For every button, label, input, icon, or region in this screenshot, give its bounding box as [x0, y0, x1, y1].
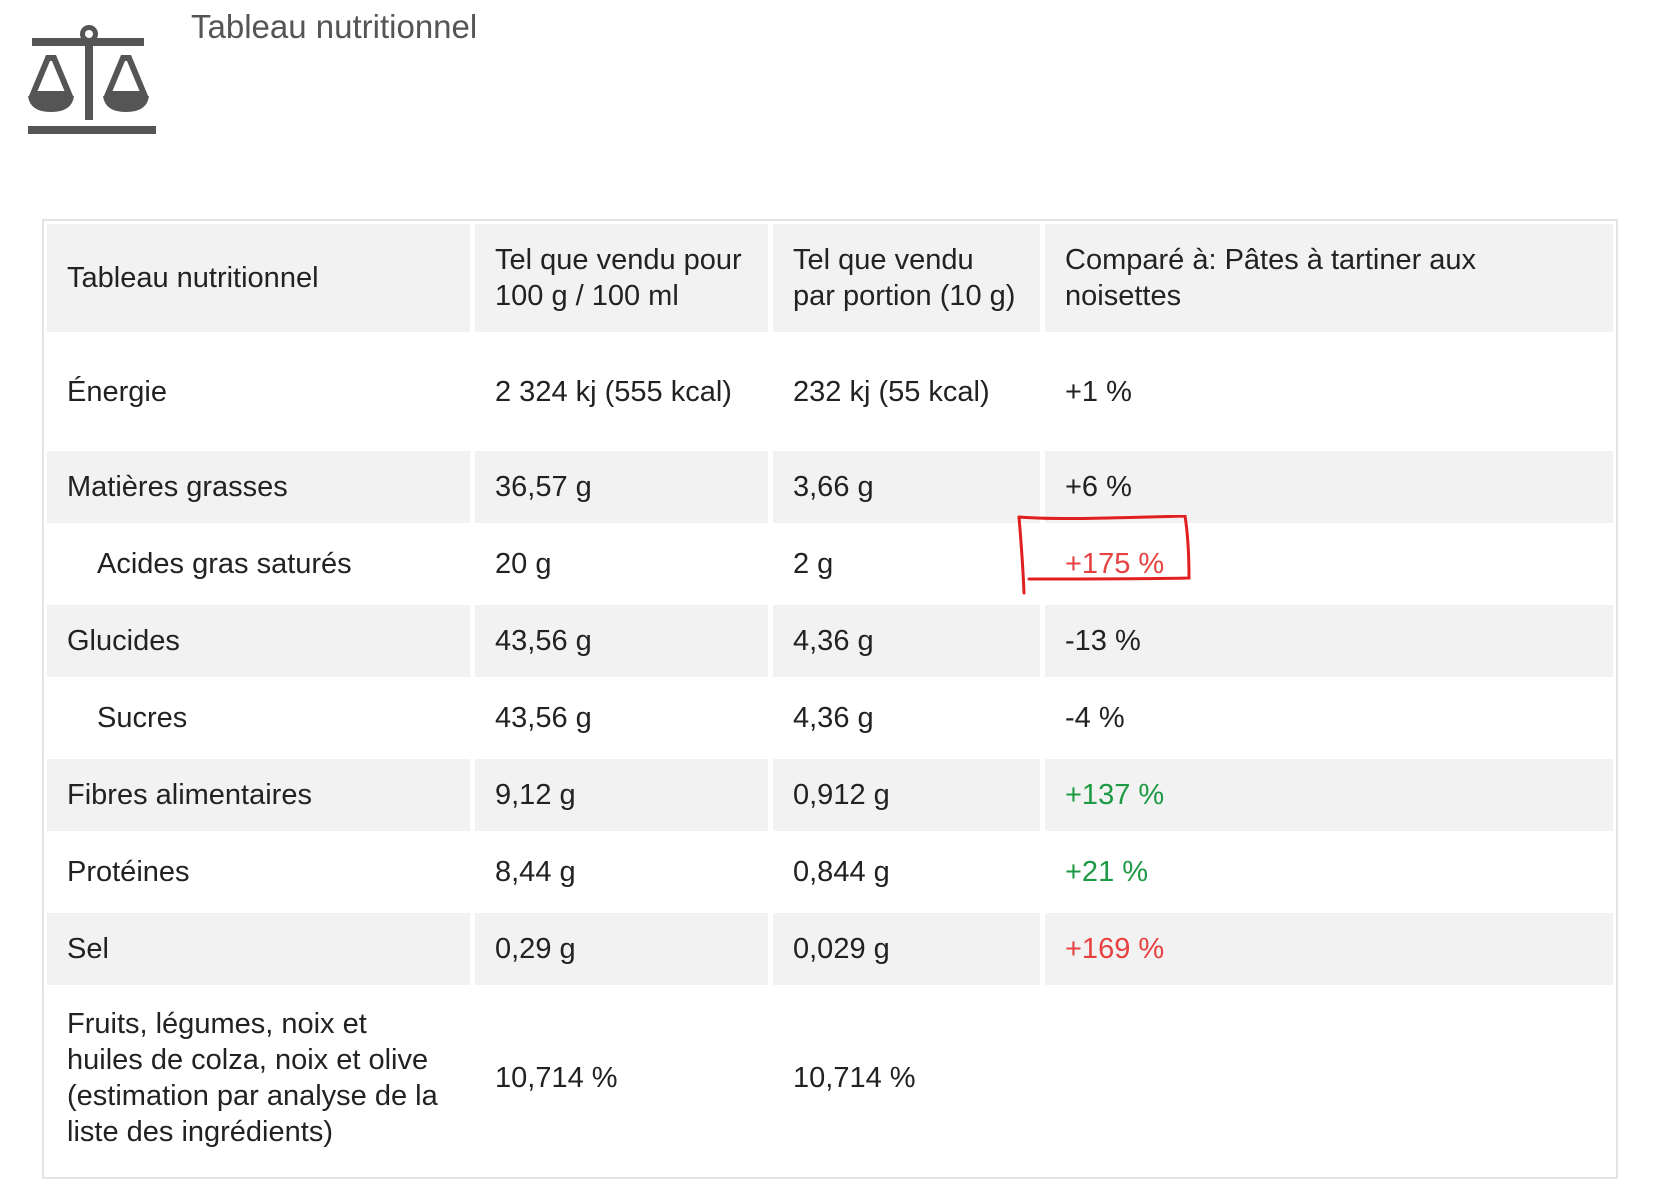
nutrient-name: Glucides — [47, 605, 470, 677]
per-100g-value: 8,44 g — [475, 836, 768, 908]
nutrient-name: Protéines — [47, 836, 470, 908]
comparison-value: +21 % — [1045, 836, 1613, 908]
per-portion-value: 0,029 g — [773, 913, 1040, 985]
per-portion-value: 2 g — [773, 528, 1040, 600]
per-100g-value: 43,56 g — [475, 682, 768, 754]
table-row: Énergie 2 324 kj (555 kcal) 232 kj (55 k… — [47, 337, 1613, 446]
comparison-value: +6 % — [1045, 451, 1613, 523]
per-100g-value: 43,56 g — [475, 605, 768, 677]
table-row: Glucides 43,56 g 4,36 g -13 % — [47, 605, 1613, 677]
comparison-value — [1045, 990, 1613, 1166]
nutrition-table-container: Tableau nutritionnel Tel que vendu pour … — [42, 219, 1618, 1179]
table-row: Fruits, légumes, noix et huiles de colza… — [47, 990, 1613, 1166]
header-nutrient: Tableau nutritionnel — [47, 224, 470, 332]
comparison-value: -13 % — [1045, 605, 1613, 677]
table-header-row: Tableau nutritionnel Tel que vendu pour … — [47, 224, 1613, 332]
nutrient-name: Fibres alimentaires — [47, 759, 470, 831]
nutrient-name: Fruits, légumes, noix et huiles de colza… — [47, 990, 470, 1166]
nutrition-table: Tableau nutritionnel Tel que vendu pour … — [42, 219, 1618, 1171]
per-100g-value: 10,714 % — [475, 990, 768, 1166]
comparison-value: -4 % — [1045, 682, 1613, 754]
per-portion-value: 232 kj (55 kcal) — [773, 337, 1040, 446]
nutrient-name: Acides gras saturés — [47, 528, 470, 600]
per-portion-value: 10,714 % — [773, 990, 1040, 1166]
per-100g-value: 9,12 g — [475, 759, 768, 831]
table-row: Acides gras saturés 20 g 2 g +175 % — [47, 528, 1613, 600]
per-portion-value: 4,36 g — [773, 682, 1040, 754]
balance-scale-icon — [28, 25, 156, 134]
comparison-value: +175 % — [1045, 528, 1613, 600]
nutrient-name: Sel — [47, 913, 470, 985]
per-100g-value: 2 324 kj (555 kcal) — [475, 337, 768, 446]
table-row: Protéines 8,44 g 0,844 g +21 % — [47, 836, 1613, 908]
table-row: Sel 0,29 g 0,029 g +169 % — [47, 913, 1613, 985]
table-row: Fibres alimentaires 9,12 g 0,912 g +137 … — [47, 759, 1613, 831]
comparison-value: +169 % — [1045, 913, 1613, 985]
header-per-100g: Tel que vendu pour 100 g / 100 ml — [475, 224, 768, 332]
page-title: Tableau nutritionnel — [191, 8, 478, 45]
per-portion-value: 0,844 g — [773, 836, 1040, 908]
comparison-value: +1 % — [1045, 337, 1613, 446]
table-row: Sucres 43,56 g 4,36 g -4 % — [47, 682, 1613, 754]
per-portion-value: 3,66 g — [773, 451, 1040, 523]
table-row: Matières grasses 36,57 g 3,66 g +6 % — [47, 451, 1613, 523]
header-per-portion: Tel que vendu par portion (10 g) — [773, 224, 1040, 332]
per-portion-value: 0,912 g — [773, 759, 1040, 831]
header-comparison: Comparé à: Pâtes à tartiner aux noisette… — [1045, 224, 1613, 332]
per-100g-value: 20 g — [475, 528, 768, 600]
nutrient-name: Matières grasses — [47, 451, 470, 523]
per-100g-value: 36,57 g — [475, 451, 768, 523]
nutrient-name: Énergie — [47, 337, 470, 446]
nutrient-name: Sucres — [47, 682, 470, 754]
per-portion-value: 4,36 g — [773, 605, 1040, 677]
per-100g-value: 0,29 g — [475, 913, 768, 985]
comparison-value: +137 % — [1045, 759, 1613, 831]
